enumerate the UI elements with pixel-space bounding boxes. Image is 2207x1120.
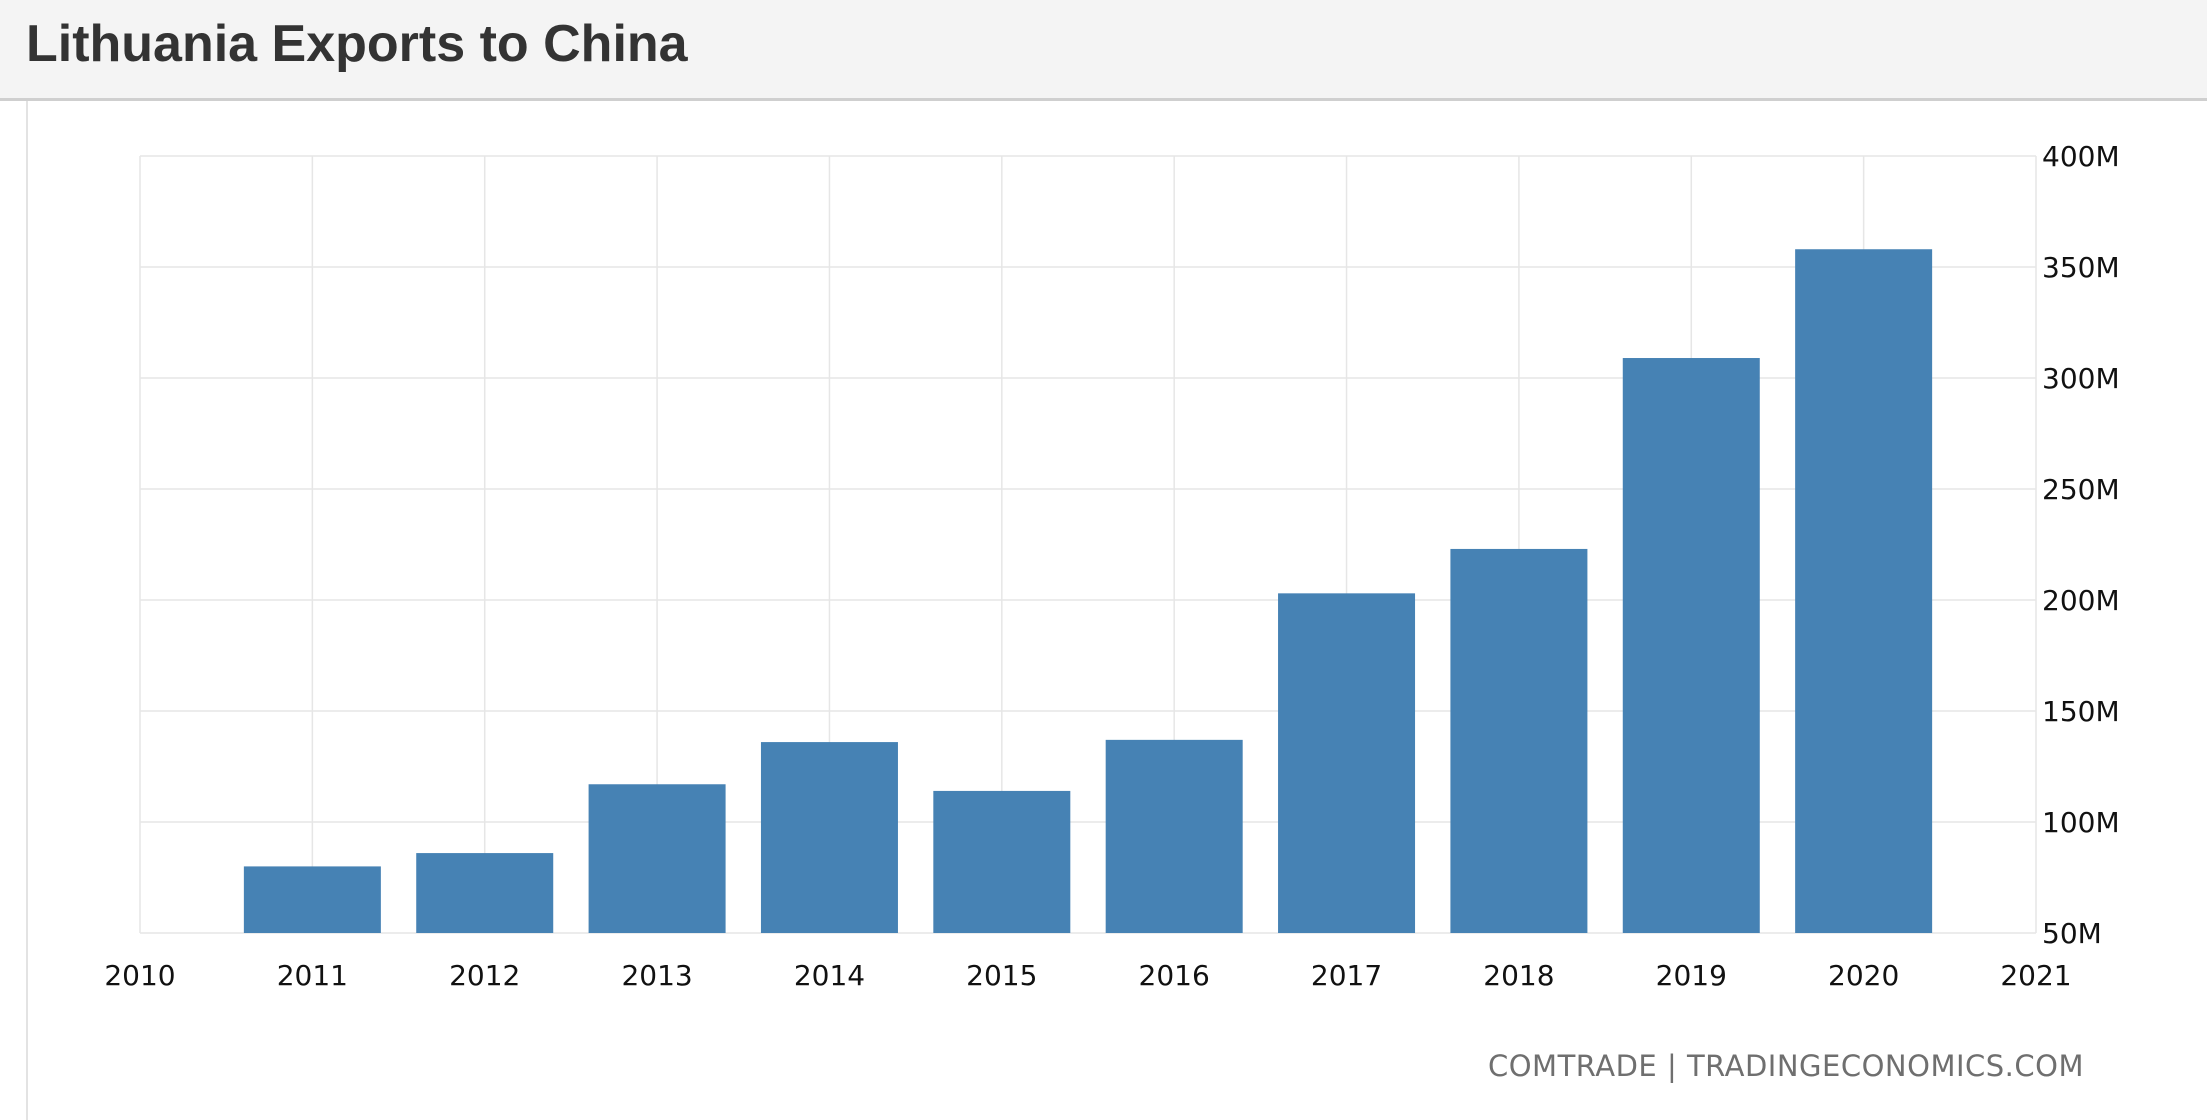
x-tick-label: 2019 [1656,959,1727,992]
x-tick-label: 2012 [449,959,520,992]
x-tick-label: 2020 [1828,959,1899,992]
x-tick-label: 2015 [966,959,1037,992]
y-tick-label: 350M [2042,251,2120,284]
x-tick-label: 2017 [1311,959,1382,992]
x-tick-label: 2013 [621,959,692,992]
bar-2017[interactable] [1278,593,1416,933]
bar-2018[interactable] [1450,548,1588,933]
y-tick-label: 50M [2042,917,2102,950]
y-tick-label: 150M [2042,695,2120,728]
bar-2013[interactable] [588,784,726,933]
bar-2014[interactable] [760,742,898,933]
y-tick-label: 400M [2042,140,2120,173]
bar-2012[interactable] [416,853,554,933]
y-tick-label: 250M [2042,473,2120,506]
x-tick-label: 2010 [104,959,175,992]
x-tick-label: 2016 [1139,959,1210,992]
x-axis-tick-labels: 2010 2011 2012 2013 2014 2015 2016 2017 2018 2019… [104,959,2071,992]
y-tick-label: 200M [2042,584,2120,617]
x-tick-label: 2011 [277,959,348,992]
bar-2020[interactable] [1795,249,1933,934]
y-tick-label: 100M [2042,806,2120,839]
bar-2011[interactable] [243,866,381,933]
chart-header: Lithuania Exports to China [0,0,2207,101]
page-title: Lithuania Exports to China [26,15,688,73]
source-attribution[interactable]: COMTRADE | TRADINGECONOMICS.COM [1488,1049,2084,1083]
y-tick-label: 300M [2042,362,2120,395]
bar-2019[interactable] [1622,358,1760,933]
bar-2016[interactable] [1105,739,1243,933]
bar-2015[interactable] [933,790,1071,933]
x-tick-label: 2018 [1483,959,1554,992]
x-tick-label: 2014 [794,959,865,992]
bars [243,249,1933,934]
y-axis-tick-labels: 50M 100M 150M 200M 250M 300M 350M 400M [2042,140,2120,950]
x-tick-label: 2021 [2000,959,2071,992]
